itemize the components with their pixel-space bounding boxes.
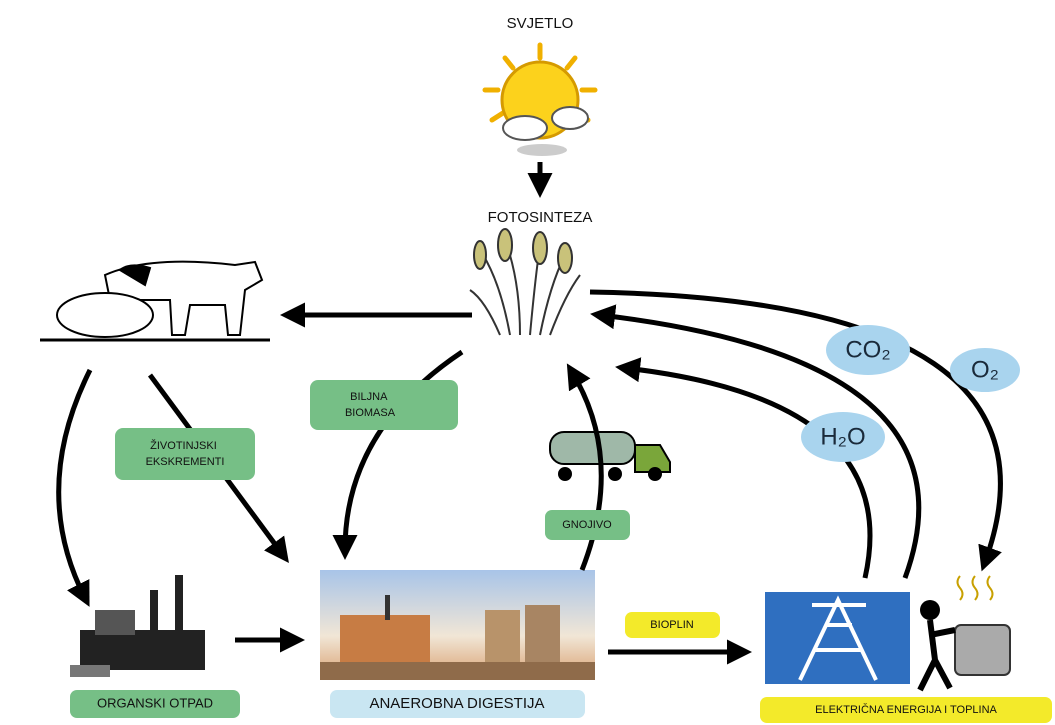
gas-label: O₂ bbox=[971, 356, 999, 383]
flow-label: BIOPLIN bbox=[650, 619, 693, 631]
flow-line: BIOPLIN bbox=[650, 619, 693, 631]
digestion-image bbox=[320, 570, 595, 680]
sun-icon bbox=[485, 45, 595, 156]
waste-plant-icon bbox=[70, 575, 205, 677]
truck-icon bbox=[550, 432, 670, 480]
gas-label: H₂O bbox=[820, 423, 865, 450]
gas-label: CO₂ bbox=[845, 336, 890, 363]
title: SVJETLO bbox=[507, 15, 574, 32]
node-label: FOTOSINTEZA bbox=[488, 209, 593, 226]
energy-icon bbox=[765, 576, 1010, 690]
flow-line: ŽIVOTINJSKI bbox=[150, 439, 217, 452]
flow-line: BIOMASA bbox=[345, 407, 396, 419]
flow-box bbox=[115, 428, 255, 480]
arrow bbox=[572, 372, 601, 570]
flow-label: GNOJIVO bbox=[562, 519, 612, 531]
arrow bbox=[59, 370, 90, 598]
node-label: ANAEROBNA DIGESTIJA bbox=[369, 695, 544, 712]
flow-line: GNOJIVO bbox=[562, 519, 612, 531]
flow-box bbox=[310, 380, 458, 430]
diagram: SVJETLO FOTOSINTEZA bbox=[0, 0, 1055, 725]
flow-line: EKSKREMENTI bbox=[146, 456, 225, 468]
animals-icon bbox=[40, 262, 270, 340]
node-label: ELEKTRIČNA ENERGIJA I TOPLINA bbox=[815, 703, 997, 716]
node-label: ORGANSKI OTPAD bbox=[97, 695, 213, 710]
plant-icon bbox=[470, 229, 580, 335]
flow-line: BILJNA bbox=[350, 391, 388, 403]
arrow bbox=[590, 292, 1000, 562]
